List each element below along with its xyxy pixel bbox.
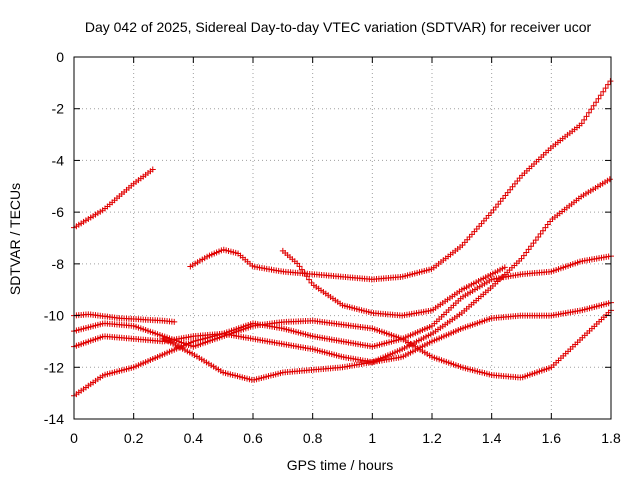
series-s6 xyxy=(160,176,613,383)
series-s8 xyxy=(279,247,508,319)
series-s1 xyxy=(71,166,156,231)
grid-lines xyxy=(74,57,611,419)
data-point xyxy=(528,243,535,250)
x-tick-label: 1.6 xyxy=(542,430,562,446)
x-tick-label: 1.4 xyxy=(482,430,502,446)
data-point xyxy=(597,92,604,99)
y-tick-label: -10 xyxy=(44,308,64,324)
x-tick-label: 1.8 xyxy=(601,430,621,446)
axis-ticks: 0 0.2 0.4 0.6 0.8 1 1.2 1.4 1.6 1.8 0 -2 -4 -6 -8 -10 -1… xyxy=(44,49,621,446)
data-point xyxy=(520,252,527,259)
y-tick-label: -6 xyxy=(52,204,65,220)
data-point xyxy=(303,273,310,280)
data-point xyxy=(532,237,539,244)
data-point xyxy=(544,221,551,228)
data-point xyxy=(523,249,530,256)
x-tick-label: 1.2 xyxy=(422,430,442,446)
x-tick-label: 0.6 xyxy=(243,430,263,446)
data-point xyxy=(530,240,537,247)
data-point xyxy=(606,176,613,183)
data-point xyxy=(578,120,585,127)
data-point xyxy=(501,264,508,271)
y-tick-label: -4 xyxy=(52,152,65,168)
y-tick-label: -12 xyxy=(44,359,64,375)
y-tick-label: -2 xyxy=(52,101,65,117)
data-point xyxy=(298,266,305,273)
data-point xyxy=(593,99,600,106)
y-tick-label: -8 xyxy=(52,256,65,272)
data-point xyxy=(590,102,597,109)
x-tick-label: 0.2 xyxy=(124,430,144,446)
data-point xyxy=(605,81,612,88)
y-axis-label: SDTVAR / TECUs xyxy=(7,183,23,295)
data-point xyxy=(600,88,607,95)
data-point xyxy=(583,113,590,120)
data-point xyxy=(535,233,542,240)
data-points xyxy=(71,78,614,399)
data-point xyxy=(585,109,592,116)
data-point xyxy=(539,227,546,234)
data-point xyxy=(537,230,544,237)
data-point xyxy=(301,269,308,276)
y-tick-label: -14 xyxy=(44,411,64,427)
data-point xyxy=(595,95,602,102)
data-point xyxy=(525,246,532,253)
series-s7 xyxy=(187,78,614,283)
series-s5 xyxy=(71,253,614,399)
x-tick-label: 1 xyxy=(368,430,376,446)
data-point xyxy=(149,166,156,173)
data-point xyxy=(602,85,609,92)
data-point xyxy=(518,255,525,262)
data-point xyxy=(588,106,595,113)
x-tick-label: 0.4 xyxy=(184,430,204,446)
plot-border xyxy=(73,56,612,420)
chart-title: Day 042 of 2025, Sidereal Day-to-day VTE… xyxy=(85,19,592,35)
data-point xyxy=(581,116,588,123)
data-point xyxy=(542,224,549,231)
x-tick-label: 0.8 xyxy=(303,430,323,446)
y-tick-label: 0 xyxy=(56,49,64,65)
data-point xyxy=(171,318,178,325)
data-point xyxy=(306,276,313,283)
x-axis-label: GPS time / hours xyxy=(287,457,394,473)
data-point xyxy=(296,263,303,270)
data-point xyxy=(607,78,614,85)
x-tick-label: 0 xyxy=(70,430,78,446)
series-s2 xyxy=(71,311,178,325)
